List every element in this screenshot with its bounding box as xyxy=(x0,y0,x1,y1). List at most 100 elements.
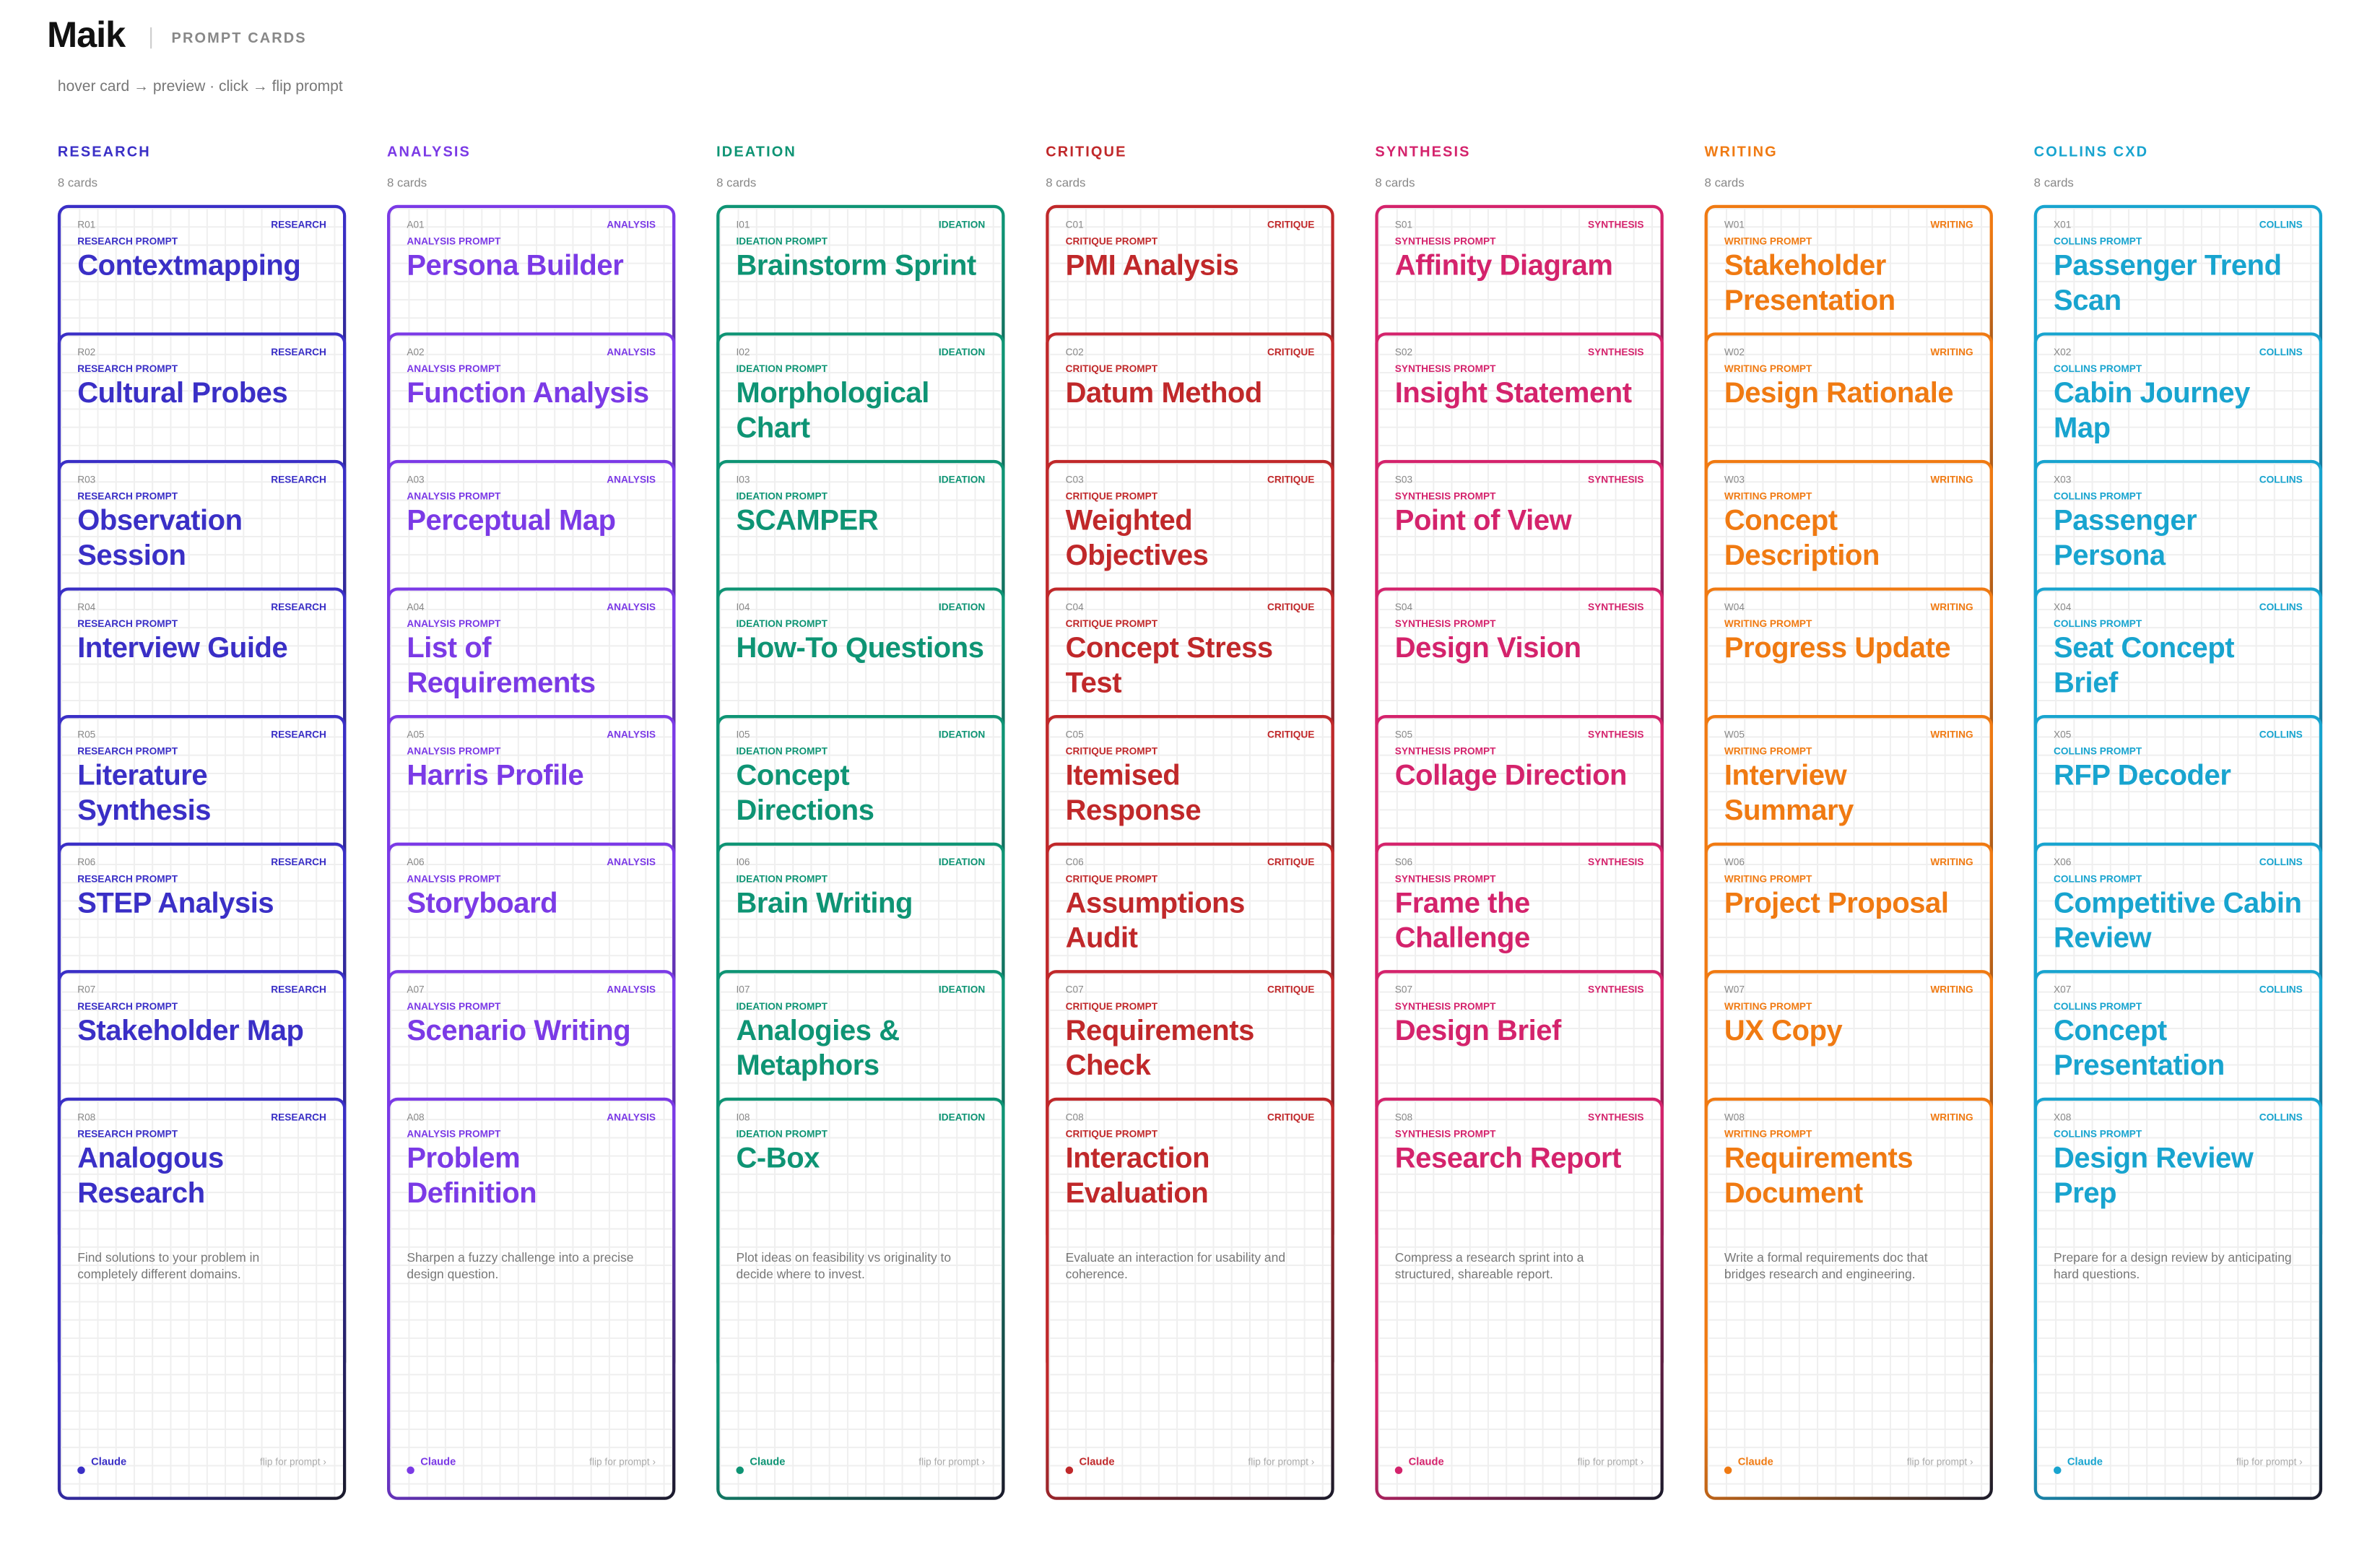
flip-link[interactable]: flip for prompt › xyxy=(260,1457,326,1468)
card-code: X03 xyxy=(2054,474,2072,486)
card-code: R01 xyxy=(77,220,96,231)
card-tag: SYNTHESIS xyxy=(1588,985,1644,996)
card-kind: WRITING PROMPT xyxy=(1724,492,1812,503)
card-code: W08 xyxy=(1724,1112,1745,1124)
flip-link[interactable]: flip for prompt › xyxy=(918,1457,986,1468)
card-kind: CRITIQUE PROMPT xyxy=(1065,747,1158,758)
card-kind: IDEATION PROMPT xyxy=(736,236,828,248)
card-title: Interaction Evaluation xyxy=(1065,1143,1210,1210)
card-title: UX Copy xyxy=(1724,1015,1843,1048)
column: WRITING 8 cards W01 WRITING WRITING PROMPT St… xyxy=(1704,0,1993,1518)
prompt-card[interactable]: S08 SYNTHESIS SYNTHESIS PROMPT Research Rep… xyxy=(1375,1097,1664,1500)
card-tag: SYNTHESIS xyxy=(1588,857,1644,869)
card-code: R05 xyxy=(77,730,96,741)
card-kind: CRITIQUE PROMPT xyxy=(1065,1002,1158,1013)
prompt-card[interactable]: W08 WRITING WRITING PROMPT Requirements Doc… xyxy=(1704,1097,1993,1500)
prompt-card[interactable]: A08 ANALYSIS ANALYSIS PROMPT Problem Defini… xyxy=(387,1097,676,1500)
card-tag: COLLINS xyxy=(2259,220,2303,231)
card-tag: CRITIQUE xyxy=(1267,1112,1315,1124)
card-code: A05 xyxy=(407,730,425,741)
card-tag: CRITIQUE xyxy=(1267,220,1315,231)
card-kind: WRITING PROMPT xyxy=(1724,1129,1812,1140)
card-code: I02 xyxy=(736,347,750,359)
card-tag: SYNTHESIS xyxy=(1588,730,1644,741)
prompt-card[interactable]: R08 RESEARCH RESEARCH PROMPT Analogous Rese… xyxy=(57,1097,347,1500)
card-code: W05 xyxy=(1724,730,1745,741)
prompt-card[interactable]: I08 IDEATION IDEATION PROMPT C-Box Plot idea… xyxy=(716,1097,1005,1500)
card-kind: COLLINS PROMPT xyxy=(2054,492,2142,503)
flip-link[interactable]: flip for prompt › xyxy=(1248,1457,1315,1468)
brand-dot xyxy=(77,1466,85,1475)
card-kind: SYNTHESIS PROMPT xyxy=(1394,236,1496,248)
card-tag: RESEARCH xyxy=(271,1112,326,1124)
card-kind: COLLINS PROMPT xyxy=(2054,1129,2142,1140)
brand-dot xyxy=(1724,1466,1732,1475)
card-code: W06 xyxy=(1724,857,1745,869)
card-tag: WRITING xyxy=(1930,985,1973,996)
card-kind: WRITING PROMPT xyxy=(1724,1002,1812,1013)
footer-brand: Claude xyxy=(750,1457,786,1468)
brand: Maik xyxy=(47,15,126,56)
card-title: How-To Questions xyxy=(736,633,984,665)
column-label: IDEATION xyxy=(716,144,796,161)
brand-dot xyxy=(736,1466,744,1475)
card-title: Concept Description xyxy=(1724,505,1880,573)
footer-brand: Claude xyxy=(91,1457,127,1468)
card-title: Stakeholder Presentation xyxy=(1724,250,1895,318)
card-tag: SYNTHESIS xyxy=(1588,220,1644,231)
card-kind: RESEARCH PROMPT xyxy=(77,747,178,758)
column-label: SYNTHESIS xyxy=(1375,144,1471,161)
card-tag: RESEARCH xyxy=(271,347,326,359)
card-code: C02 xyxy=(1065,347,1084,359)
card-kind: IDEATION PROMPT xyxy=(736,747,828,758)
card-kind: COLLINS PROMPT xyxy=(2054,364,2142,376)
brand-dot xyxy=(1394,1466,1403,1475)
card-code: R03 xyxy=(77,474,96,486)
card-kind: IDEATION PROMPT xyxy=(736,1129,828,1140)
footer-brand: Claude xyxy=(1408,1457,1444,1468)
brand-dot xyxy=(1065,1466,1074,1475)
card-code: C08 xyxy=(1065,1112,1084,1124)
section-title: PROMPT CARDS xyxy=(171,30,307,48)
card-tag: ANALYSIS xyxy=(607,857,656,869)
column: IDEATION 8 cards I01 IDEATION IDEATION PROMP… xyxy=(716,0,1005,1518)
card-kind: COLLINS PROMPT xyxy=(2054,236,2142,248)
card-code: A06 xyxy=(407,857,425,869)
card-title: Analogies & Metaphors xyxy=(736,1015,900,1083)
prompt-card[interactable]: C08 CRITIQUE CRITIQUE PROMPT Interaction Ev… xyxy=(1046,1097,1334,1500)
flip-link[interactable]: flip for prompt › xyxy=(2236,1457,2303,1468)
card-code: I08 xyxy=(736,1112,750,1124)
card-code: X06 xyxy=(2054,857,2072,869)
card-code: W07 xyxy=(1724,985,1745,996)
card-title: Cabin Journey Map xyxy=(2054,378,2250,445)
card-tag: CRITIQUE xyxy=(1267,730,1315,741)
card-kind: SYNTHESIS PROMPT xyxy=(1394,747,1496,758)
card-tag: WRITING xyxy=(1930,602,1973,614)
card-code: I05 xyxy=(736,730,750,741)
card-title: List of Requirements xyxy=(407,633,596,701)
card-title: Weighted Objectives xyxy=(1065,505,1209,573)
card-kind: RESEARCH PROMPT xyxy=(77,364,178,376)
card-title: Requirements Check xyxy=(1065,1015,1255,1083)
card-count: 8 cards xyxy=(2033,176,2074,190)
card-tag: ANALYSIS xyxy=(607,347,656,359)
card-kind: IDEATION PROMPT xyxy=(736,364,828,376)
flip-link[interactable]: flip for prompt › xyxy=(589,1457,656,1468)
flip-link[interactable]: flip for prompt › xyxy=(1906,1457,1973,1468)
card-title: Passenger Trend Scan xyxy=(2054,250,2282,318)
card-kind: RESEARCH PROMPT xyxy=(77,236,178,248)
card-face: W08 WRITING WRITING PROMPT Requirements Doc… xyxy=(1707,1100,1990,1497)
card-tag: ANALYSIS xyxy=(607,474,656,486)
card-code: S04 xyxy=(1394,602,1413,614)
card-title: Analogous Research xyxy=(77,1143,224,1210)
flip-link[interactable]: flip for prompt › xyxy=(1577,1457,1644,1468)
card-kind: CRITIQUE PROMPT xyxy=(1065,874,1158,885)
prompt-card[interactable]: X08 COLLINS COLLINS PROMPT Design Review Pr… xyxy=(2033,1097,2323,1500)
card-tag: COLLINS xyxy=(2259,730,2303,741)
card-kind: RESEARCH PROMPT xyxy=(77,1002,178,1013)
card-kind: RESEARCH PROMPT xyxy=(77,874,178,885)
card-code: C01 xyxy=(1065,220,1084,231)
card-title: Progress Update xyxy=(1724,633,1951,665)
card-face: S08 SYNTHESIS SYNTHESIS PROMPT Research Rep… xyxy=(1378,1100,1661,1497)
